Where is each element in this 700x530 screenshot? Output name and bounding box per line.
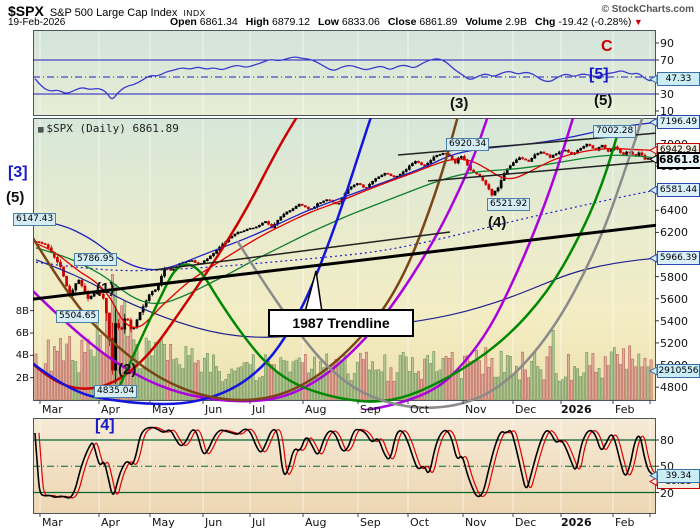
month-label: Sep bbox=[360, 403, 381, 416]
month-label: Jun bbox=[205, 516, 223, 529]
month-label: May bbox=[152, 516, 175, 529]
quote-item-high: High 6879.12 bbox=[245, 16, 310, 28]
month-label: Jun bbox=[205, 403, 223, 416]
stochastic-axis-label: 20 bbox=[660, 486, 674, 500]
header-line1: $SPX S&P 500 Large Cap Index INDX bbox=[8, 3, 206, 19]
price-axis-label: 5200 bbox=[660, 336, 688, 350]
month-label: Dec bbox=[515, 403, 537, 416]
price-callout: 4835.04 bbox=[94, 385, 138, 398]
price-axis-label: 5800 bbox=[660, 270, 688, 284]
quote-item-low: Low 6833.06 bbox=[317, 16, 380, 28]
chart-attributes-icon: ▦ bbox=[38, 125, 44, 135]
chart-title-text: $SPX (Daily) 6861.89 bbox=[46, 122, 179, 135]
price-callout: 6521.92 bbox=[487, 198, 531, 211]
month-label: Jul bbox=[252, 403, 266, 416]
wave-label: (2) bbox=[118, 361, 137, 378]
wave-label: (5) bbox=[594, 92, 613, 109]
volume-axis-label: 4B bbox=[15, 350, 29, 362]
month-label: 2026 bbox=[561, 403, 592, 416]
price-axis-label: 5400 bbox=[660, 314, 688, 328]
month-label: Mar bbox=[42, 403, 63, 416]
quote-date: 19-Feb-2026 bbox=[8, 17, 66, 28]
rsi-axis-label: 30 bbox=[660, 88, 674, 101]
wave-label: (5) bbox=[6, 189, 25, 206]
quote-item-open: Open 6861.34 bbox=[170, 16, 238, 28]
price-axis-label: 5600 bbox=[660, 292, 688, 306]
price-axis-label: 4800 bbox=[660, 381, 688, 395]
symbol: $SPX bbox=[8, 3, 44, 19]
last-value-marker: 2910556 bbox=[657, 364, 700, 378]
last-value-marker: 6861.89 bbox=[657, 152, 700, 170]
rsi-panel bbox=[33, 30, 656, 116]
month-label: Dec bbox=[515, 516, 537, 529]
wave-label: [4] bbox=[95, 417, 115, 434]
symbol-name: S&P 500 Large Cap Index bbox=[49, 7, 178, 19]
price-axis-label: 6200 bbox=[660, 226, 688, 240]
volume-axis-label: 2B bbox=[15, 372, 29, 384]
month-label: Aug bbox=[305, 516, 327, 529]
month-label: Sep bbox=[360, 516, 381, 529]
wave-label: C bbox=[601, 38, 613, 55]
stochastic-last-marker: 39.34 bbox=[657, 468, 700, 483]
trendline-annotation: 1987 Trendline bbox=[268, 309, 414, 337]
month-label: Feb bbox=[615, 403, 635, 416]
quote-row: Open 6861.34 High 6879.12 Low 6833.06 Close… bbox=[170, 16, 643, 28]
quote-item-close: Close 6861.89 bbox=[387, 16, 458, 28]
wave-label: (3) bbox=[450, 95, 469, 112]
price-callout: 5786.95 bbox=[74, 253, 118, 266]
wave-label: [5] bbox=[589, 66, 609, 83]
month-label: Oct bbox=[410, 516, 430, 529]
quote-item-chg: Chg -19.42 (-0.28%) ▼ bbox=[535, 16, 643, 28]
price-callout: 5504.65 bbox=[56, 310, 100, 323]
price-callout: 6920.34 bbox=[446, 138, 490, 151]
volume-axis-label: 8B bbox=[15, 305, 29, 317]
month-label: Apr bbox=[101, 516, 121, 529]
price-axis-label: 6400 bbox=[660, 204, 688, 218]
month-label: Nov bbox=[465, 516, 487, 529]
volume-axis-label: 6B bbox=[15, 327, 29, 339]
rsi-axis-label: 70 bbox=[660, 54, 674, 67]
last-value-marker: 5966.39 bbox=[657, 251, 700, 266]
month-label: May bbox=[152, 403, 175, 416]
month-label: Jul bbox=[252, 516, 266, 529]
wave-label: (1) bbox=[96, 280, 115, 297]
wave-label: [3] bbox=[8, 164, 28, 181]
wave-label: (4) bbox=[488, 214, 507, 231]
rsi-axis-label: 90 bbox=[660, 37, 674, 50]
month-label: 2026 bbox=[561, 516, 592, 529]
change-down-arrow-icon: ▼ bbox=[631, 17, 643, 27]
month-label: Feb bbox=[615, 516, 635, 529]
quote-item-volume: Volume 2.9B bbox=[465, 16, 528, 28]
month-label: Oct bbox=[410, 403, 430, 416]
rsi-axis-label: 10 bbox=[660, 105, 674, 118]
price-callout: 6147.43 bbox=[13, 213, 57, 226]
exchange: INDX bbox=[183, 8, 206, 18]
chart-title: ▦ $SPX (Daily) 6861.89 bbox=[38, 122, 179, 135]
price-callout: 7002.28 bbox=[593, 125, 637, 138]
stochastic-axis-label: 80 bbox=[660, 434, 674, 447]
month-label: Nov bbox=[465, 403, 487, 416]
month-label: Aug bbox=[305, 403, 327, 416]
month-label: Apr bbox=[101, 403, 121, 416]
month-label: Mar bbox=[42, 516, 63, 529]
stockcharts-copyright-link[interactable]: © StockCharts.com bbox=[601, 4, 694, 15]
rsi-last-marker: 47.33 bbox=[657, 72, 700, 87]
last-value-marker: 7196.49 bbox=[657, 115, 700, 130]
last-value-marker: 6581.44 bbox=[657, 183, 700, 198]
